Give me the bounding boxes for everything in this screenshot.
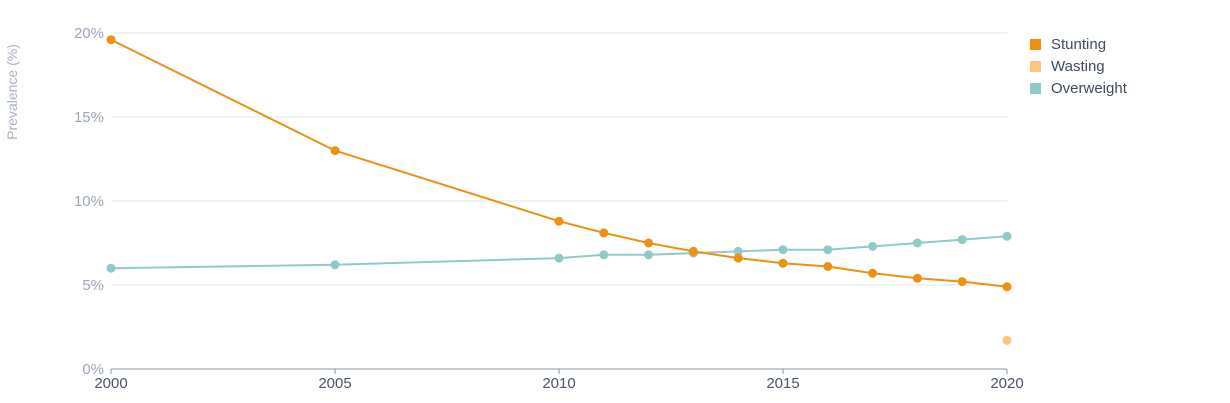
data-series: [106, 35, 1012, 345]
overweight-point: [733, 246, 743, 256]
stunting-point: [823, 262, 833, 271]
legend-label-overweight: Overweight: [1051, 79, 1127, 97]
stunting-point: [957, 277, 967, 287]
stunting-point: [644, 238, 654, 248]
stunting-point: [554, 216, 564, 226]
wasting-point: [1002, 335, 1012, 345]
y-tick-label: 15%: [74, 109, 104, 126]
axes: [110, 368, 1008, 374]
chart-legend: Stunting Wasting Overweight: [1030, 33, 1127, 99]
stunting-point: [599, 228, 609, 238]
x-tick-label: 2000: [94, 375, 127, 392]
wasting-series: [1002, 335, 1012, 345]
legend-item-overweight[interactable]: Overweight: [1030, 77, 1127, 99]
stunting-point: [330, 146, 340, 156]
legend-label-wasting: Wasting: [1051, 57, 1105, 75]
stunting-point: [733, 253, 743, 263]
stunting-point: [778, 258, 788, 268]
y-tick-label: 0%: [82, 361, 104, 378]
y-tick-label: 5%: [82, 277, 104, 294]
grid-lines: [111, 32, 1007, 286]
tick-labels: 0% 5% 10% 15% 20% 2000 2005 2010 2015 2020: [74, 25, 1024, 392]
legend-swatch-stunting: [1030, 38, 1041, 50]
x-tick-label: 2005: [318, 375, 351, 392]
overweight-point: [823, 245, 833, 255]
legend-swatch-overweight: [1030, 82, 1041, 94]
stunting-point: [1002, 282, 1012, 292]
overweight-point: [957, 235, 967, 245]
overweight-point: [599, 250, 609, 260]
x-tick-label: 2020: [990, 375, 1023, 392]
x-tick-label: 2010: [542, 375, 575, 392]
stunting-series: [106, 35, 1012, 292]
overweight-series: [106, 231, 1012, 273]
y-tick-label: 10%: [74, 193, 104, 210]
overweight-point: [778, 245, 788, 255]
overweight-point: [1002, 231, 1012, 241]
x-tick-label: 2015: [766, 375, 799, 392]
legend-item-wasting[interactable]: Wasting: [1030, 55, 1127, 77]
overweight-line: [110, 235, 1008, 270]
overweight-point: [106, 263, 116, 273]
stunting-point: [688, 246, 698, 256]
overweight-point: [644, 250, 654, 260]
stunting-point: [868, 268, 878, 278]
stunting-point: [106, 35, 116, 45]
y-axis-title: Prevalence (%): [4, 44, 20, 140]
y-tick-label: 20%: [74, 25, 104, 42]
overweight-point: [330, 260, 340, 270]
overweight-point: [554, 253, 564, 263]
legend-label-stunting: Stunting: [1051, 35, 1107, 53]
stunting-point: [912, 273, 922, 283]
overweight-point: [868, 241, 878, 251]
overweight-point: [912, 238, 922, 248]
legend-item-stunting[interactable]: Stunting: [1030, 33, 1127, 55]
legend-swatch-wasting: [1030, 60, 1041, 72]
